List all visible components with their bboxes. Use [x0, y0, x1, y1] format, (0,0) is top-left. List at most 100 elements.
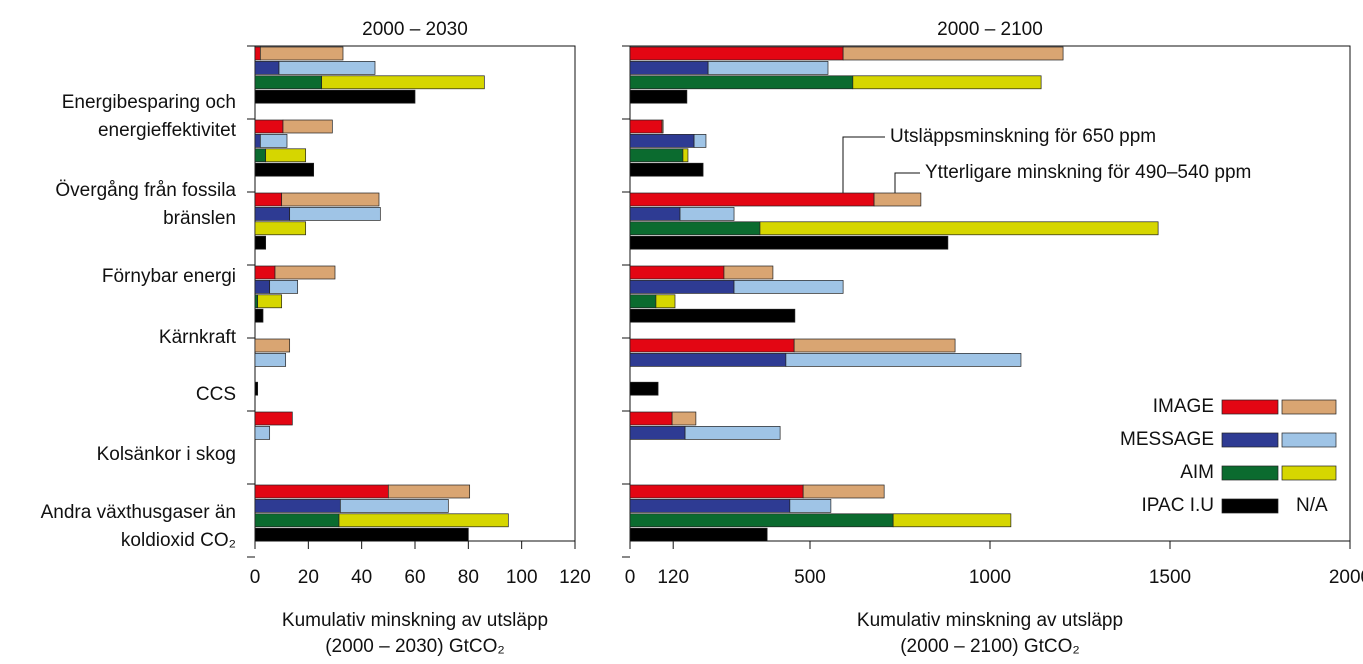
bar-segment-extra: [892, 513, 1012, 528]
bar-segment-extra: [281, 192, 380, 207]
bar-segment: [254, 513, 340, 528]
bar-segment: [254, 192, 283, 207]
bar-segment-extra: [759, 221, 1159, 236]
bar-segment-extra: [259, 134, 288, 148]
legend-label: AIM: [1180, 462, 1214, 483]
bar-segment: [629, 294, 657, 309]
legend-swatch: [1221, 465, 1279, 481]
bar-segment-extra: [254, 353, 287, 367]
bar-segment-extra: [655, 294, 676, 309]
panel-title: 2000 – 2100: [937, 19, 1043, 40]
legend-swatch: [1221, 399, 1279, 415]
bar-segment-extra: [338, 513, 509, 528]
bar-segment: [254, 89, 416, 104]
bar-segment: [254, 280, 271, 294]
bar-segment-extra: [802, 484, 885, 499]
panel-title: 2000 – 2030: [362, 19, 468, 40]
legend-label: N/A: [1296, 495, 1328, 516]
bar-segment: [629, 162, 704, 177]
bar-segment-extra: [321, 75, 485, 90]
bar-segment: [629, 484, 804, 499]
bar-segment: [254, 75, 323, 90]
legend-label: IMAGE: [1153, 396, 1214, 417]
annotation: Ytterligare minskning för 490–540 ppm: [925, 162, 1251, 183]
bar-segment-extra: [684, 426, 781, 440]
bar-segment: [629, 265, 725, 280]
bar-segment: [629, 411, 673, 426]
x-tick-label: 40: [351, 567, 372, 588]
x-tick-label: 120: [657, 567, 689, 588]
bar-segment: [254, 381, 259, 396]
x-tick-label: 20: [298, 567, 319, 588]
x-tick-label: 60: [404, 567, 425, 588]
x-axis-title: Kumulativ minskning av utsläpp (2000 – 2…: [281, 610, 549, 657]
bar-segment-extra: [789, 499, 832, 513]
bar-segment-extra: [661, 119, 664, 134]
bar-segment: [254, 46, 261, 61]
row-label: Övergång från fossila bränslen: [55, 180, 236, 229]
x-tick-label: 80: [458, 567, 479, 588]
bar-segment-extra: [852, 75, 1042, 90]
bar-segment: [629, 426, 686, 440]
x-tick-label: 1000: [969, 567, 1011, 588]
legend-swatch: [1281, 399, 1337, 415]
row-label: Kärnkraft: [158, 327, 236, 348]
legend-label: MESSAGE: [1120, 429, 1214, 450]
bar-segment-extra: [842, 46, 1064, 61]
bar-segment-extra: [269, 280, 299, 294]
annotation: Utsläppsminskning för 650 ppm: [890, 126, 1156, 147]
row-label: Kolsänkor i skog: [96, 444, 236, 465]
bar-segment-extra: [339, 499, 449, 513]
row-label: Andra växthusgaser än koldioxid CO₂: [40, 502, 236, 551]
bar-segment-extra: [387, 484, 471, 499]
bar-segment: [629, 75, 854, 90]
bar-segment: [629, 499, 791, 513]
bar-segment: [254, 308, 264, 323]
bar-segment: [254, 61, 280, 75]
bar-segment-extra: [259, 46, 344, 61]
bar-segment: [629, 235, 949, 250]
leader-line: [842, 136, 885, 200]
bar-segment-extra: [278, 61, 376, 75]
bar-segment-extra: [693, 134, 707, 148]
bar-segment: [629, 221, 761, 236]
bar-segment: [254, 294, 259, 309]
bar-segment: [629, 527, 768, 542]
bar-segment: [254, 148, 267, 163]
x-tick-label: 120: [559, 567, 591, 588]
row-label: CCS: [195, 384, 236, 405]
bar-segment: [629, 513, 894, 528]
bar-segment-extra: [254, 338, 291, 353]
bar-segment-extra: [682, 148, 689, 163]
x-tick-label: 2000: [1329, 567, 1363, 588]
bar-segment-extra: [289, 207, 381, 221]
bar-segment: [254, 235, 267, 250]
bar-segment: [629, 46, 844, 61]
bar-segment: [629, 119, 663, 134]
bar-segment: [254, 207, 291, 221]
bar-segment: [629, 134, 695, 148]
bar-segment: [629, 207, 681, 221]
bar-segment-extra: [265, 148, 307, 163]
row-label: Energibesparing och energieffektivitet: [61, 92, 236, 141]
bar-segment-extra: [257, 294, 283, 309]
bar-segment-extra: [873, 192, 922, 207]
x-tick-label: 1500: [1149, 567, 1191, 588]
legend-swatch: [1281, 432, 1337, 448]
bar-segment: [254, 484, 389, 499]
bar-segment: [629, 280, 735, 294]
bar-segment-extra: [793, 338, 956, 353]
bar-segment-extra: [723, 265, 774, 280]
legend-swatch: [1221, 432, 1279, 448]
bar-segment: [629, 89, 688, 104]
bar-segment-extra: [671, 411, 697, 426]
bar-segment: [254, 119, 284, 134]
bar-segment-extra: [707, 61, 829, 75]
bar-segment: [254, 134, 261, 148]
x-tick-label: 500: [794, 567, 826, 588]
bar-segment: [629, 148, 684, 163]
bar-segment: [629, 381, 659, 396]
legend-swatch: [1281, 465, 1337, 481]
